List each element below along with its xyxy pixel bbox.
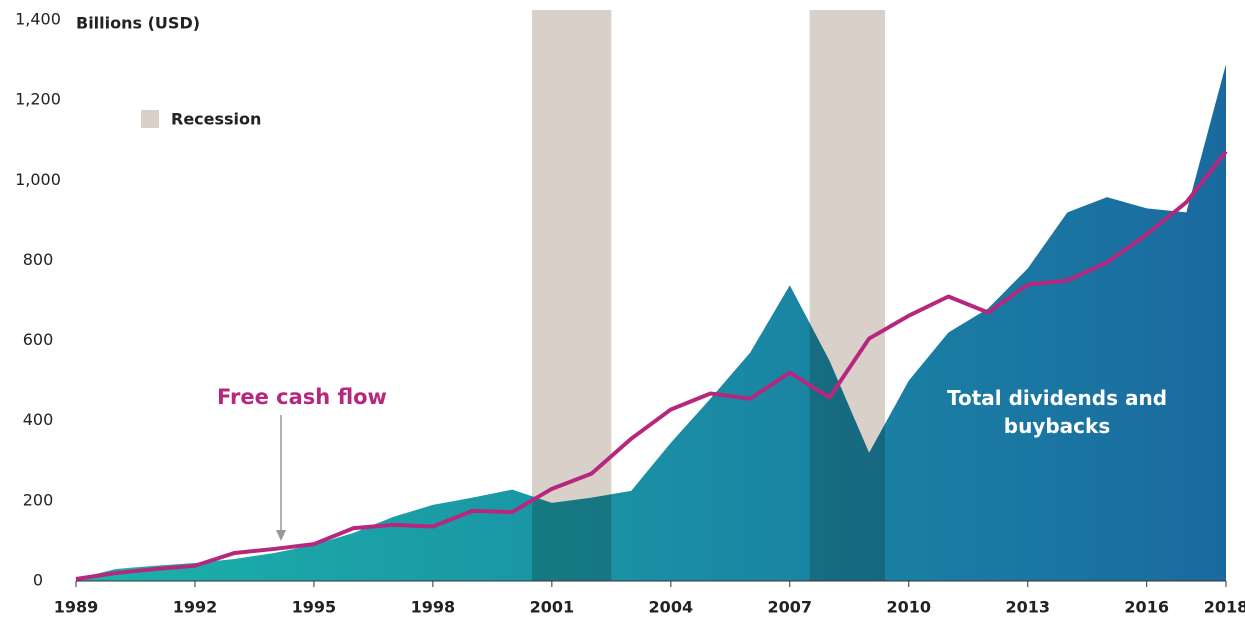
- x-tick-label: 1995: [292, 598, 337, 617]
- area-annotation: Total dividends and buybacks: [946, 386, 1168, 438]
- y-tick-label: 0: [33, 571, 43, 590]
- y-axis-label: Billions (USD): [76, 14, 200, 33]
- y-tick-label: 800: [23, 250, 54, 269]
- recession-band: [809, 10, 885, 581]
- x-tick-label: 2016: [1124, 598, 1169, 617]
- x-tick-label: 2007: [768, 598, 813, 617]
- line-annotation: Free cash flow: [217, 385, 387, 409]
- x-tick-label: 2004: [649, 598, 694, 617]
- x-tick-label: 2013: [1005, 598, 1050, 617]
- legend-swatch: [141, 110, 159, 128]
- y-tick-label: 400: [23, 410, 54, 429]
- recession-band: [532, 10, 612, 581]
- line: [75, 150, 1228, 581]
- y-tick-label: 1,400: [15, 10, 61, 29]
- y-tick-label: 1,000: [15, 170, 61, 189]
- annotation-arrowhead: [276, 530, 286, 541]
- y-tick-label: 600: [23, 330, 54, 349]
- y-tick-label: 200: [23, 490, 54, 509]
- x-tick-label: 1992: [173, 598, 218, 617]
- x-tick-label: 2010: [886, 598, 931, 617]
- area: [76, 64, 1226, 582]
- x-tick-label: 1998: [411, 598, 456, 617]
- y-tick-label: 1,200: [15, 90, 61, 109]
- legend-label: Recession: [171, 110, 261, 129]
- x-tick-label: 2001: [530, 598, 575, 617]
- x-tick-label: 2018: [1204, 598, 1245, 617]
- x-tick-label: 1989: [54, 598, 99, 617]
